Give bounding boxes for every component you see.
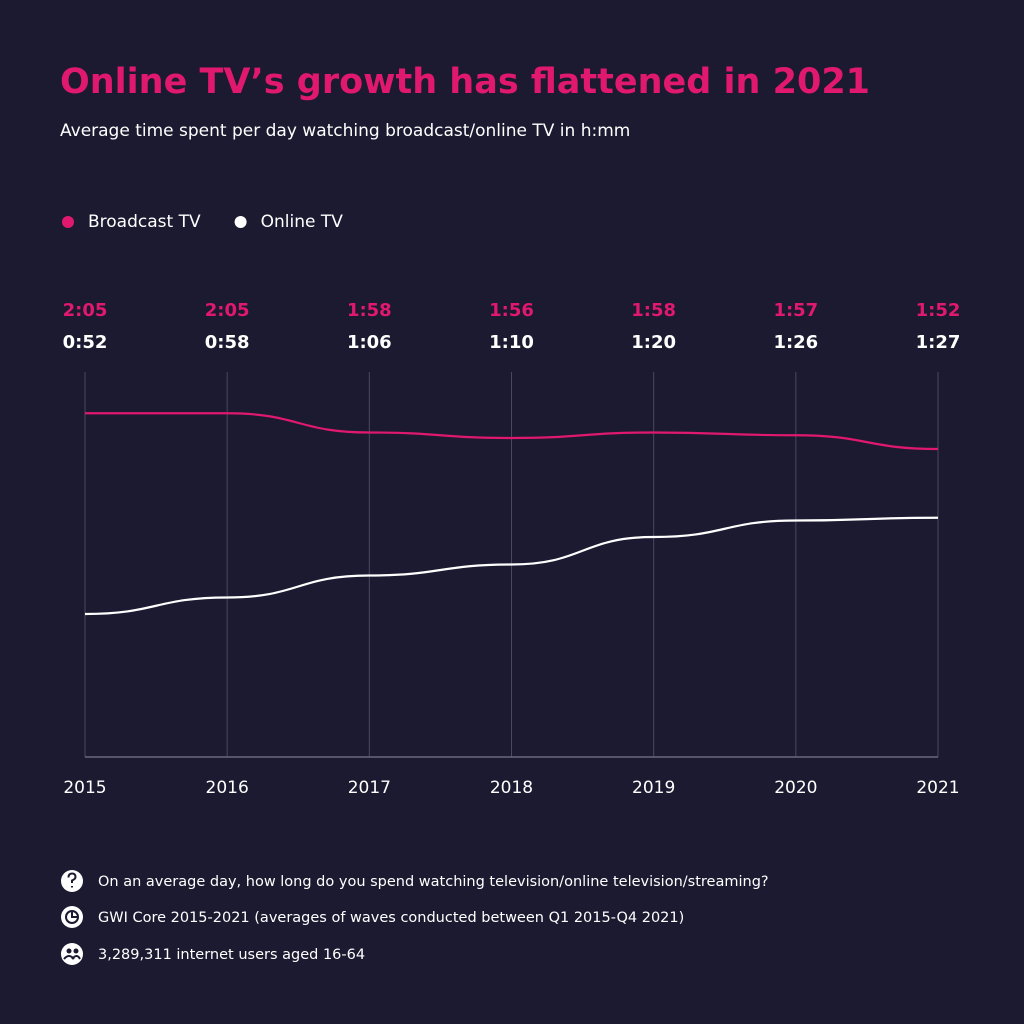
- footer-note: GWI Core 2015-2021 (averages of waves co…: [98, 910, 684, 926]
- legend-label: Online TV: [261, 212, 344, 232]
- value-label: 1:06: [347, 332, 392, 353]
- footer: On an average day, how long do you spend…: [61, 870, 769, 965]
- legend-marker: [234, 216, 247, 228]
- value-label: 2:05: [205, 300, 250, 321]
- footer-note: 3,289,311 internet users aged 16-64: [98, 947, 365, 963]
- value-label: 1:10: [489, 332, 534, 353]
- users-glyph: [73, 948, 79, 954]
- footer-note: On an average day, how long do you spend…: [98, 874, 769, 890]
- x-tick-label: 2016: [206, 778, 249, 798]
- value-label: 2:05: [63, 300, 108, 321]
- value-label: 1:20: [631, 332, 676, 353]
- x-tick-label: 2021: [916, 778, 959, 798]
- value-label: 0:52: [63, 332, 108, 353]
- value-label: 1:57: [773, 300, 818, 321]
- x-tick-label: 2017: [348, 778, 391, 798]
- users-glyph: [66, 948, 72, 954]
- value-label: 1:52: [916, 300, 961, 321]
- chart-subtitle: Average time spent per day watching broa…: [60, 121, 630, 141]
- question-glyph: [67, 872, 77, 888]
- legend-marker: [62, 216, 74, 228]
- x-tick-label: 2015: [63, 778, 106, 798]
- value-label: 0:58: [205, 332, 250, 353]
- value-label: 1:27: [916, 332, 961, 353]
- value-label: 1:56: [489, 300, 534, 321]
- source-glyph: [71, 911, 78, 918]
- users-glyph: [63, 955, 81, 960]
- x-tick-label: 2019: [632, 778, 675, 798]
- chart-title: Online TV’s growth has flattened in 2021: [60, 62, 870, 102]
- x-tick-label: 2020: [774, 778, 817, 798]
- line: [85, 412, 939, 451]
- users-icon: [61, 943, 83, 965]
- value-label: 1:58: [631, 300, 676, 321]
- value-label: 1:58: [347, 300, 392, 321]
- legend-label: Broadcast TV: [88, 212, 201, 232]
- line: [84, 516, 939, 616]
- x-tick-label: 2018: [490, 778, 533, 798]
- value-label: 1:26: [773, 332, 818, 353]
